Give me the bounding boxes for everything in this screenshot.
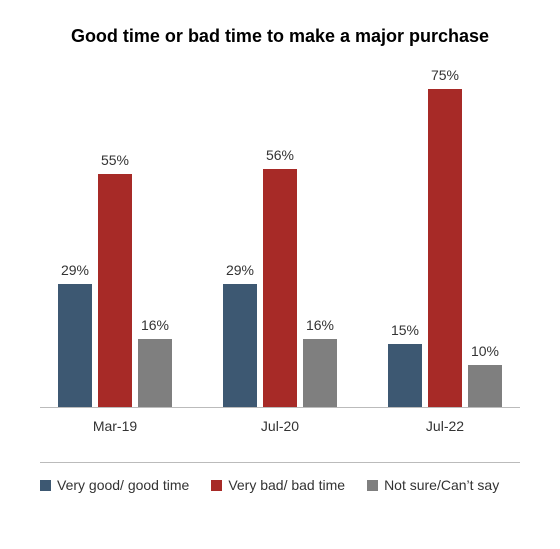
x-axis-label: Jul-20 <box>205 418 355 434</box>
chart-title: Good time or bad time to make a major pu… <box>70 25 490 48</box>
plot-area: 29%55%16%29%56%16%15%75%10% <box>40 68 520 408</box>
bar-value-label: 29% <box>45 262 105 278</box>
legend-swatch <box>367 480 378 491</box>
bar-value-label: 16% <box>290 317 350 333</box>
bar-column: 29% <box>58 68 92 407</box>
bar-column: 15% <box>388 68 422 407</box>
bar-column: 16% <box>138 68 172 407</box>
bar <box>428 89 462 408</box>
chart-container: Good time or bad time to make a major pu… <box>0 0 560 549</box>
legend-label: Very bad/ bad time <box>228 477 345 493</box>
bar-column: 10% <box>468 68 502 407</box>
bar-group: 29%55%16% <box>40 68 190 407</box>
x-axis-label: Jul-22 <box>370 418 520 434</box>
bar-group: 15%75%10% <box>370 68 520 407</box>
bar <box>98 174 132 408</box>
bar <box>388 344 422 408</box>
bar-value-label: 56% <box>250 147 310 163</box>
bar-value-label: 16% <box>125 317 185 333</box>
bar-group: 29%56%16% <box>205 68 355 407</box>
bar <box>468 365 502 408</box>
bar-column: 29% <box>223 68 257 407</box>
legend: Very good/ good time Very bad/ bad time No… <box>40 462 520 493</box>
legend-item: Not sure/Can’t say <box>367 477 499 493</box>
bar-column: 16% <box>303 68 337 407</box>
bar <box>223 284 257 407</box>
bar-value-label: 29% <box>210 262 270 278</box>
bar-value-label: 15% <box>375 322 435 338</box>
bar <box>303 339 337 407</box>
x-axis: Mar-19 Jul-20 Jul-22 <box>40 418 520 442</box>
legend-label: Very good/ good time <box>57 477 189 493</box>
bar-value-label: 55% <box>85 152 145 168</box>
bar-column: 55% <box>98 68 132 407</box>
bar-value-label: 75% <box>415 67 475 83</box>
bar <box>138 339 172 407</box>
bar <box>58 284 92 407</box>
legend-item: Very good/ good time <box>40 477 189 493</box>
x-axis-label: Mar-19 <box>40 418 190 434</box>
bar-value-label: 10% <box>455 343 515 359</box>
legend-item: Very bad/ bad time <box>211 477 345 493</box>
bar-column: 56% <box>263 68 297 407</box>
bar <box>263 169 297 407</box>
legend-swatch <box>211 480 222 491</box>
legend-swatch <box>40 480 51 491</box>
legend-label: Not sure/Can’t say <box>384 477 499 493</box>
